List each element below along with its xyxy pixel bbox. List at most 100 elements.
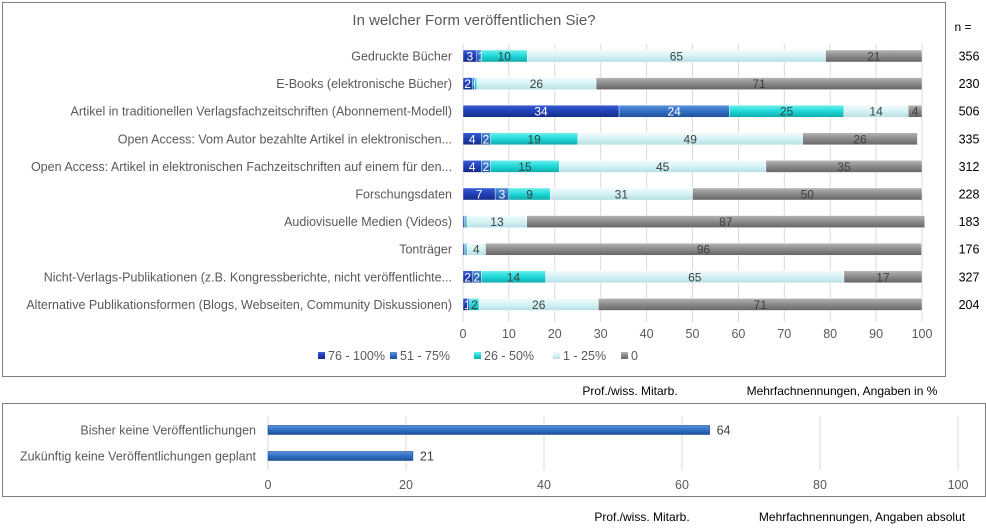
data-label: 21 xyxy=(867,50,881,64)
data-label: 17 xyxy=(876,270,890,284)
bar-segment xyxy=(464,215,466,228)
bar-segment xyxy=(765,160,923,173)
data-label: 19 xyxy=(527,132,541,146)
data-label: 49 xyxy=(684,132,698,146)
bar-segment xyxy=(462,215,465,228)
top-footer-note: Mehrfachnennungen, Angaben in % xyxy=(747,384,938,398)
data-label: 45 xyxy=(656,160,670,174)
legend-label: 51 - 75% xyxy=(400,349,450,363)
data-label: 31 xyxy=(615,188,629,202)
n-value: 230 xyxy=(959,77,980,91)
data-label: 13 xyxy=(490,215,504,229)
category-label: Zukünftig keine Veröffentlichungen gepla… xyxy=(20,450,257,464)
data-label: 2 xyxy=(473,270,480,284)
bar-segment xyxy=(485,242,922,256)
x-tick-label: 50 xyxy=(686,327,700,341)
n-value: 183 xyxy=(959,215,980,229)
data-label: 3 xyxy=(499,188,506,202)
data-label: 10 xyxy=(498,50,512,64)
bar-segment xyxy=(802,132,918,146)
category-label: Forschungsdaten xyxy=(355,188,452,202)
category-label: E-Books (elektronische Bücher) xyxy=(276,77,452,91)
top-chart-frame xyxy=(2,2,946,377)
bottom-gridlines xyxy=(267,416,959,470)
data-label: 4 xyxy=(469,160,476,174)
legend-label: 1 - 25% xyxy=(563,349,606,363)
top-x-tick-labels: 0 10 20 30 40 50 60 70 80 90 100 xyxy=(460,327,933,341)
n-value: 327 xyxy=(959,270,980,284)
n-value: 312 xyxy=(959,160,980,174)
x-tick-label: 0 xyxy=(460,327,467,341)
bar xyxy=(267,425,710,435)
x-tick-label: 0 xyxy=(265,478,272,492)
legend-swatch xyxy=(390,352,397,359)
n-value: 176 xyxy=(959,243,980,257)
legend-label: 76 - 100% xyxy=(328,349,385,363)
n-value: 335 xyxy=(959,132,980,146)
bottom-footer-group: Prof./wiss. Mitarb. xyxy=(594,510,689,524)
data-label: 2 xyxy=(464,270,471,284)
x-tick-label: 60 xyxy=(731,327,745,341)
data-label: 87 xyxy=(719,215,733,229)
category-label: Bisher keine Veröffentlichungen xyxy=(80,424,256,438)
bar-segment xyxy=(462,242,465,256)
bar-segment xyxy=(908,104,923,118)
category-label: Open Access: Artikel in elektronischen F… xyxy=(31,160,452,174)
data-label: 26 xyxy=(853,132,867,146)
category-label: Alternative Publikationsformen (Blogs, W… xyxy=(26,298,452,312)
x-tick-label: 30 xyxy=(594,327,608,341)
data-label: 35 xyxy=(837,160,851,174)
data-label: 71 xyxy=(752,77,766,91)
data-label: 26 xyxy=(530,77,544,91)
bar-segment xyxy=(598,298,923,311)
top-footer-group: Prof./wiss. Mitarb. xyxy=(582,384,677,398)
category-label: Gedruckte Bücher xyxy=(351,50,452,64)
x-tick-label: 20 xyxy=(548,327,562,341)
data-label: 71 xyxy=(754,298,768,312)
legend-label: 0 xyxy=(631,349,638,363)
data-label: 34 xyxy=(534,105,548,119)
data-label: 15 xyxy=(518,160,532,174)
bar xyxy=(267,451,414,461)
legend-swatch xyxy=(621,352,628,359)
legend-swatch xyxy=(553,352,560,359)
x-tick-label: 100 xyxy=(948,478,969,492)
bar-segment xyxy=(464,242,466,256)
legend-swatch xyxy=(474,352,481,359)
data-label: 24 xyxy=(667,105,681,119)
data-label: 25 xyxy=(780,105,794,119)
x-tick-label: 80 xyxy=(813,478,827,492)
data-label: 4 xyxy=(469,132,476,146)
data-label: 50 xyxy=(801,188,815,202)
x-tick-label: 40 xyxy=(640,327,654,341)
legend-swatch xyxy=(318,352,325,359)
x-tick-label: 20 xyxy=(399,478,413,492)
data-label: 64 xyxy=(717,424,731,438)
category-label: Open Access: Vom Autor bezahlte Artikel … xyxy=(118,132,452,146)
x-tick-label: 60 xyxy=(675,478,689,492)
x-tick-label: 100 xyxy=(912,327,933,341)
data-label: 4 xyxy=(473,243,480,257)
bar-segment xyxy=(595,77,923,90)
bottom-x-tick-labels: 0 20 40 60 80 100 xyxy=(265,478,969,492)
data-label: 21 xyxy=(420,450,434,464)
category-label: Audiovisuelle Medien (Videos) xyxy=(284,215,452,229)
legend-label: 26 - 50% xyxy=(484,349,534,363)
top-bars: 3110652120267134242514442194926421545357… xyxy=(462,50,925,312)
n-header: n = xyxy=(954,20,971,34)
bar-segment xyxy=(843,270,923,283)
data-label: 2 xyxy=(464,77,471,91)
x-tick-label: 90 xyxy=(869,327,883,341)
n-value: 506 xyxy=(959,105,980,119)
top-n-values: 356 230 506 335 312 228 183 176 327 204 xyxy=(959,50,980,312)
data-label: 3 xyxy=(467,50,474,64)
legend: 76 - 100% 51 - 75% 26 - 50% 1 - 25% 0 xyxy=(318,349,638,363)
bar-segment xyxy=(692,187,923,201)
data-label: 65 xyxy=(688,270,702,284)
data-label: 2 xyxy=(471,298,478,312)
data-label: 4 xyxy=(912,105,919,119)
category-label: Nicht-Verlags-Publikationen (z.B. Kongre… xyxy=(44,270,452,284)
n-value: 228 xyxy=(959,188,980,202)
n-value: 356 xyxy=(959,50,980,64)
bottom-bars: 64 21 xyxy=(267,424,731,464)
